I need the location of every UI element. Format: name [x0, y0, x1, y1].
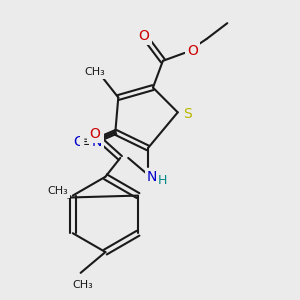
- Text: O: O: [89, 127, 100, 141]
- Text: N: N: [147, 170, 157, 184]
- Text: ≡: ≡: [82, 136, 93, 148]
- Text: CH₃: CH₃: [84, 67, 105, 77]
- Text: CH₃: CH₃: [72, 280, 93, 290]
- Text: O: O: [187, 44, 198, 58]
- Text: H: H: [158, 174, 168, 187]
- Text: CH₃: CH₃: [47, 186, 68, 196]
- Text: C: C: [73, 135, 82, 149]
- Text: N: N: [91, 135, 102, 149]
- Text: S: S: [183, 107, 192, 121]
- Text: O: O: [139, 29, 149, 43]
